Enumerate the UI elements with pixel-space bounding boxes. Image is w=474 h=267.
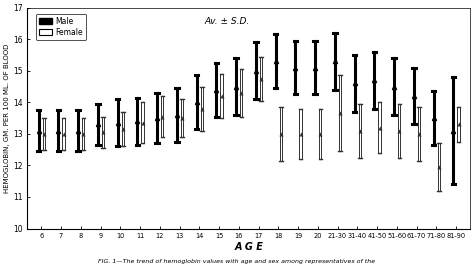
Bar xyxy=(220,74,223,118)
Bar xyxy=(457,107,460,142)
Bar xyxy=(398,104,401,158)
Bar xyxy=(359,104,361,158)
Legend: Male, Female: Male, Female xyxy=(36,14,86,40)
Y-axis label: HEMOGLOBIN, GM. PER 100 ML. OF BLOOD: HEMOGLOBIN, GM. PER 100 ML. OF BLOOD xyxy=(4,44,10,193)
Bar xyxy=(260,57,262,101)
Bar xyxy=(161,96,164,137)
Bar xyxy=(339,76,341,151)
Text: FIG. 1—The trend of hemoglobin values with age and sex among representatives of : FIG. 1—The trend of hemoglobin values wi… xyxy=(99,259,375,264)
Bar xyxy=(141,102,144,143)
Bar xyxy=(43,118,45,150)
Text: Av. ± S.D.: Av. ± S.D. xyxy=(204,17,250,26)
Bar xyxy=(319,109,321,159)
Bar xyxy=(438,143,440,191)
X-axis label: A G E: A G E xyxy=(234,242,263,252)
Bar xyxy=(240,69,242,116)
Bar xyxy=(280,107,282,161)
Bar xyxy=(379,102,381,153)
Bar xyxy=(122,112,124,147)
Bar xyxy=(201,87,203,131)
Bar xyxy=(82,118,84,150)
Bar xyxy=(102,116,104,148)
Bar xyxy=(418,107,420,161)
Bar xyxy=(181,99,183,137)
Bar xyxy=(63,118,64,150)
Bar xyxy=(300,109,301,159)
